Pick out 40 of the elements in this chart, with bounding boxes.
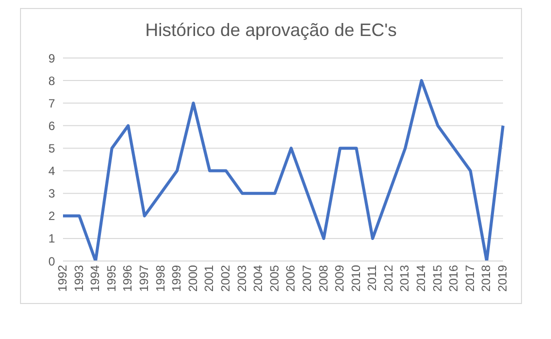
x-tick-label: 2017	[462, 264, 477, 292]
x-tick-label: 2000	[186, 264, 200, 292]
y-tick-label: 2	[48, 209, 56, 224]
x-tick-label: 2014	[414, 264, 428, 292]
x-tick-label: 2007	[300, 264, 314, 292]
x-tick-label: 2016	[446, 264, 461, 292]
x-tick-label: 2003	[234, 264, 249, 292]
x-tick-label: 1992	[56, 264, 70, 292]
chart-title: Histórico de aprovação de EC's	[144, 19, 398, 42]
x-tick-label: 1999	[170, 264, 184, 292]
x-tick-label: 2012	[381, 264, 396, 292]
x-tick-label: 2001	[202, 264, 216, 292]
y-tick-label: 7	[48, 96, 56, 110]
y-tick-label: 5	[48, 141, 56, 156]
line-series	[62, 79, 504, 261]
x-tick-label: 2006	[284, 264, 298, 292]
x-tick-label: 2010	[348, 264, 363, 292]
x-tick-label: 2004	[251, 264, 266, 292]
y-tick-label: 8	[48, 74, 56, 88]
x-tick-label: 2011	[365, 264, 380, 291]
x-tick-label: 2005	[267, 264, 282, 292]
y-tick-label: 4	[48, 164, 56, 178]
x-tick-label: 2015	[430, 264, 444, 292]
x-tick-label: 2002	[218, 264, 232, 292]
y-tick-label: 1	[48, 232, 56, 246]
x-tick-label: 1998	[153, 264, 168, 292]
x-tick-label: 1994	[88, 264, 102, 292]
y-tick-label: 9	[48, 51, 56, 66]
x-tick-label: 2013	[398, 264, 412, 292]
x-tick-label: 2009	[332, 264, 347, 292]
x-tick-label: 1993	[72, 264, 86, 292]
x-tick-label: 1997	[137, 264, 151, 292]
y-tick-label: 0	[48, 254, 56, 268]
x-tick-label: 2018	[479, 264, 494, 292]
x-tick-label: 2008	[316, 264, 330, 292]
y-tick-label: 3	[48, 186, 56, 201]
x-tick-label: 1996	[120, 264, 135, 292]
x-tick-label: 1995	[104, 264, 118, 292]
x-tick-label: 2019	[496, 264, 510, 292]
y-tick-label: 6	[48, 118, 56, 133]
